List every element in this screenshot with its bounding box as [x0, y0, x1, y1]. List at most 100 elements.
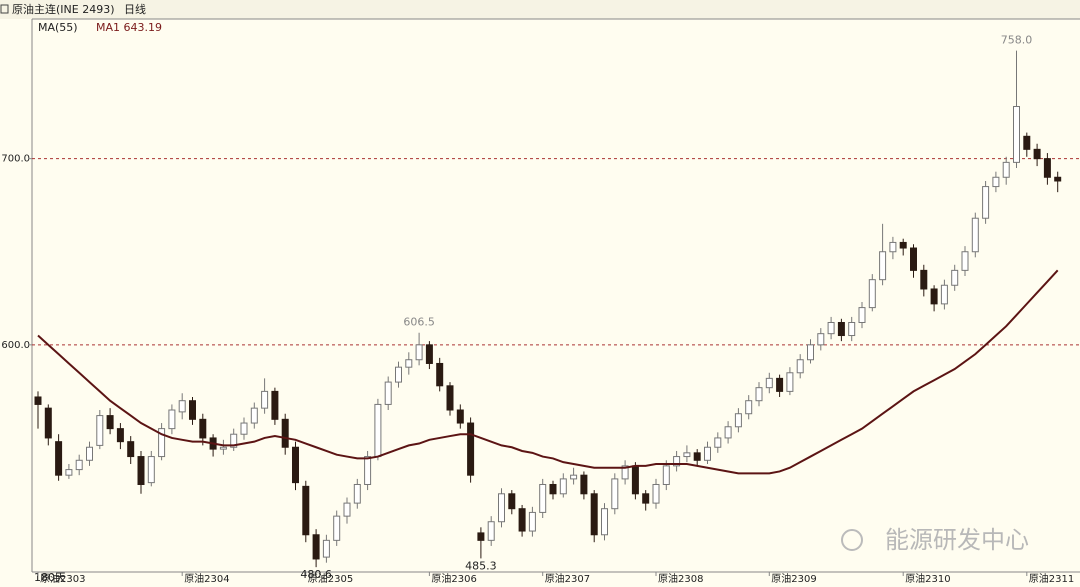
candle-body	[570, 474, 578, 480]
candle-body	[395, 366, 402, 383]
candle-body	[837, 321, 845, 337]
candle-body	[384, 381, 392, 405]
candle-body	[858, 307, 866, 323]
candle-body	[971, 217, 979, 253]
candle-body	[601, 508, 608, 536]
candle-body	[549, 483, 557, 495]
indicator[interactable]: MA(55)	[38, 21, 78, 34]
ma-value: MA1 643.19	[96, 21, 162, 34]
candle-body	[415, 344, 423, 361]
candle-body	[281, 418, 289, 448]
range-label: 180天	[34, 571, 66, 584]
x-tick-label: 原油2311	[1029, 572, 1074, 585]
candle-body	[611, 478, 619, 510]
candle-body	[539, 483, 547, 513]
candle-body	[508, 493, 516, 510]
candle-body	[796, 359, 804, 374]
candle-body	[652, 483, 660, 504]
candle-body	[467, 422, 475, 476]
candle-body	[65, 469, 73, 476]
candle-body	[250, 407, 258, 424]
candle-body	[662, 465, 670, 485]
candle-body	[498, 493, 505, 523]
candle-body	[137, 456, 145, 485]
candle-body	[75, 459, 83, 471]
candle-body	[776, 377, 784, 392]
candle-body	[734, 413, 742, 428]
candle-body	[364, 456, 372, 485]
candle-body	[189, 400, 196, 420]
candle-body	[693, 452, 701, 461]
candle-body	[322, 539, 330, 558]
candle-body	[106, 415, 114, 430]
candle-body	[704, 446, 711, 461]
price-annotation: 606.5	[403, 316, 435, 329]
candle-body	[127, 441, 135, 458]
candle-body	[961, 251, 969, 271]
x-tick-label: 原油2304	[184, 572, 229, 585]
candle-body	[518, 508, 526, 532]
candle-body	[271, 390, 279, 420]
x-tick-label: 原油2309	[771, 572, 816, 585]
candle-body	[405, 359, 413, 368]
candle-body	[425, 344, 433, 364]
candle-body	[807, 344, 814, 361]
candle-body	[879, 251, 887, 281]
candle-body	[755, 387, 763, 402]
candle-body	[261, 390, 269, 409]
x-tick-label: 原油2303	[40, 572, 85, 585]
candle-body	[786, 372, 794, 392]
candle-body	[724, 426, 732, 439]
candle-body	[116, 428, 124, 443]
candle-body	[158, 428, 166, 458]
ma-line	[37, 269, 1059, 475]
candle-body	[1023, 135, 1031, 150]
candle-body	[1043, 158, 1051, 178]
candle-body	[333, 515, 341, 541]
candle-body	[559, 478, 567, 495]
toolbar	[0, 0, 1080, 19]
candle-body	[848, 321, 856, 337]
candle-body	[951, 269, 959, 286]
watermark-icon	[841, 529, 863, 551]
y-tick-label: 700.0	[1, 154, 30, 165]
candle-body	[487, 521, 495, 541]
candle-body	[1054, 176, 1062, 182]
candle-body	[477, 532, 485, 541]
watermark: 能源研发中心	[885, 526, 1029, 554]
candle-body	[168, 409, 176, 430]
candle-body	[868, 279, 876, 309]
candle-body	[1033, 148, 1041, 160]
candle-body	[889, 241, 897, 253]
candle-body	[940, 284, 948, 305]
candle-body	[199, 418, 207, 439]
candle-body	[374, 403, 382, 458]
candle-body	[1002, 161, 1010, 178]
candle-body	[621, 465, 629, 480]
candle-body	[292, 446, 299, 484]
candle-body	[920, 269, 928, 290]
candle-body	[34, 396, 42, 405]
candle-body	[230, 433, 238, 448]
candle-body	[765, 377, 773, 389]
candle-body	[683, 452, 691, 458]
candle-body	[96, 415, 104, 446]
x-tick-label: 原油2307	[545, 572, 590, 585]
period[interactable]: 日线	[124, 2, 146, 16]
x-tick-label: 原油2310	[905, 572, 950, 585]
price-annotation: 758.0	[1001, 34, 1033, 47]
candle-body	[178, 400, 186, 413]
candle-body	[312, 534, 320, 560]
candle-body	[55, 441, 63, 476]
candle-body	[631, 465, 639, 495]
chart-title[interactable]: 原油主连(INE 2493)	[12, 2, 115, 16]
candle-body	[446, 385, 454, 411]
candle-body	[910, 247, 917, 271]
candle-body	[240, 422, 248, 435]
candle-body	[528, 511, 536, 532]
candle-body	[642, 493, 650, 504]
candle-body	[353, 483, 361, 504]
y-tick-label: 600.0	[1, 340, 30, 351]
menu-icon[interactable]	[0, 4, 9, 14]
price-annotation: 480.6	[300, 568, 332, 581]
